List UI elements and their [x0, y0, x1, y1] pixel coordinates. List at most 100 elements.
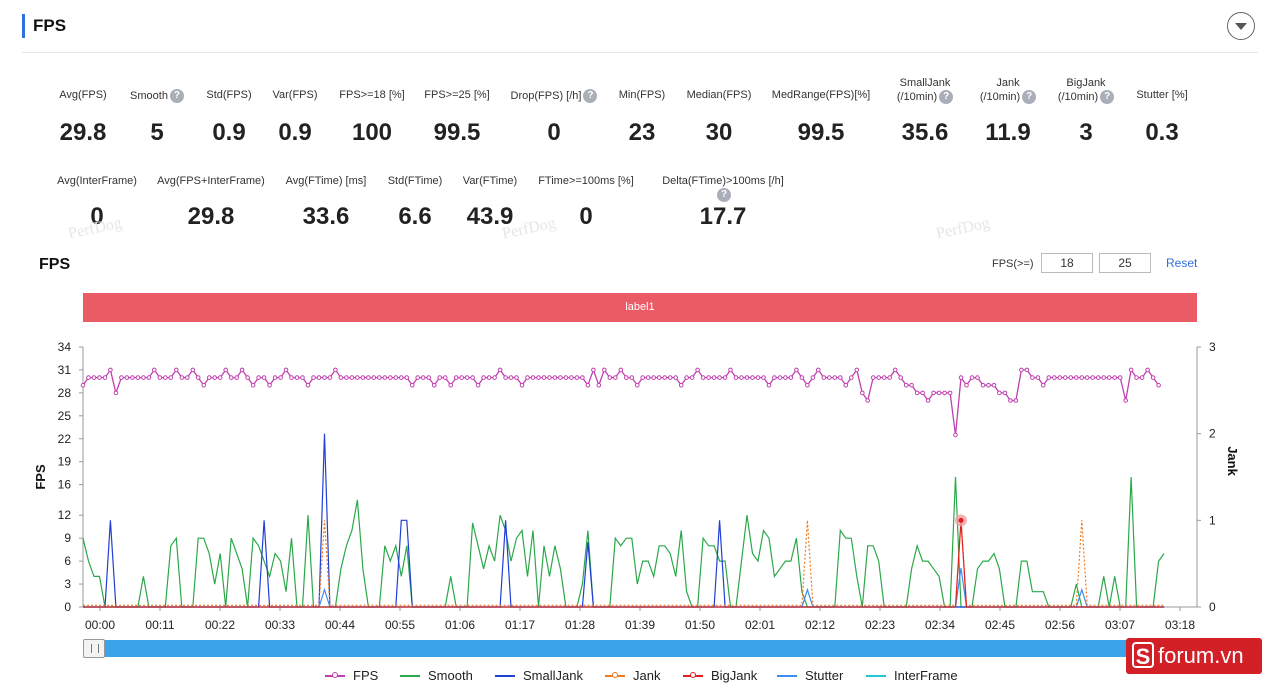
- slider-handle[interactable]: [83, 639, 105, 658]
- y2-tick-label: 1: [1209, 513, 1216, 527]
- fps-point: [613, 375, 618, 380]
- fps-threshold-input-2[interactable]: 25: [1099, 253, 1151, 273]
- fps-point: [382, 375, 388, 380]
- stat-item: Median(FPS) 30: [654, 77, 784, 155]
- fps-point: [278, 375, 283, 380]
- stat-value: 0: [579, 203, 593, 230]
- x-tick-label: 02:23: [865, 618, 895, 632]
- series-line-jank: [83, 520, 1165, 606]
- stat-label-line1: SmallJank: [899, 77, 951, 89]
- stat-label-text: FPS>=18 [%]: [339, 89, 405, 101]
- fps-point: [689, 375, 695, 380]
- fps-point: [596, 382, 602, 388]
- timeline-slider[interactable]: [83, 640, 1197, 657]
- fps-point: [497, 367, 503, 373]
- fps-point: [283, 367, 289, 373]
- fps-threshold-input-1[interactable]: 18: [1041, 253, 1093, 273]
- fps-point: [1117, 375, 1123, 380]
- fps-point: [766, 382, 772, 388]
- fps-point: [536, 375, 541, 380]
- help-icon[interactable]: ?: [1022, 90, 1037, 104]
- stat-value: 99.5: [433, 119, 481, 146]
- stat-label-text: Var(FPS): [272, 89, 318, 101]
- stat-label-line2: (/10min)?: [860, 90, 990, 104]
- fps-point: [958, 375, 964, 380]
- series-line-smalljank: [83, 433, 1165, 608]
- stat-label: Avg(FPS+InterFrame): [146, 175, 276, 188]
- fps-point: [1139, 375, 1145, 380]
- fps-point: [157, 375, 163, 380]
- fps-point: [190, 367, 196, 373]
- help-icon[interactable]: ?: [1100, 90, 1115, 104]
- fps-point: [552, 375, 558, 380]
- fps-point: [152, 367, 157, 373]
- fps-point: [936, 390, 942, 396]
- stat-label: Avg(InterFrame): [32, 175, 162, 188]
- fps-point: [602, 367, 607, 373]
- fps-point: [695, 367, 700, 373]
- help-icon[interactable]: ?: [939, 90, 954, 104]
- label-bar[interactable]: label1: [83, 293, 1197, 322]
- series-line-fps: [82, 367, 1160, 435]
- legend-swatch: [866, 675, 886, 677]
- fps-point: [1024, 367, 1030, 373]
- panel-header: FPS: [22, 14, 66, 38]
- legend-label: InterFrame: [894, 668, 958, 683]
- fps-point: [344, 375, 349, 380]
- x-tick-label: 00:33: [265, 618, 295, 632]
- stat-value: 0.9: [278, 119, 312, 146]
- stat-label-text: Std(FTime): [387, 175, 443, 187]
- fps-point: [761, 375, 766, 380]
- collapse-chevron-icon[interactable]: [1227, 12, 1255, 40]
- fps-point: [700, 375, 706, 380]
- stat-label: FPS>=18 [%]: [307, 89, 437, 102]
- x-tick-label: 01:28: [565, 618, 595, 632]
- fps-point: [1052, 375, 1057, 380]
- fps-point: [431, 382, 437, 388]
- fps-point: [97, 375, 102, 380]
- y2-tick-label: 0: [1209, 600, 1216, 614]
- stat-label: BigJank (/10min)?: [1021, 77, 1151, 104]
- stat-label-unit: (/10min): [979, 90, 1021, 103]
- fps-point: [519, 382, 525, 388]
- stat-value: 33.6: [302, 203, 350, 230]
- chart-title: FPS: [39, 256, 71, 273]
- stat-label: MedRange(FPS)[%]: [756, 89, 886, 102]
- y-tick-label: 25: [58, 409, 72, 423]
- x-tick-label: 02:12: [805, 618, 835, 632]
- bigjank-point: [958, 517, 964, 523]
- legend-label: Stutter: [805, 668, 844, 683]
- fps-point: [1145, 367, 1150, 373]
- fps-point: [607, 375, 613, 380]
- stat-value: 29.8: [187, 203, 235, 230]
- stat-label: Jank (/10min)?: [943, 77, 1073, 104]
- fps-point: [651, 375, 657, 380]
- stat-item: Avg(InterFrame) 0: [32, 163, 162, 239]
- x-tick-label: 02:34: [925, 618, 955, 632]
- fps-point: [1128, 367, 1134, 373]
- fps-point: [201, 382, 206, 388]
- stat-item: MedRange(FPS)[%] 99.5: [756, 77, 886, 155]
- stat-label: Drop(FPS) [/h]?: [489, 89, 619, 103]
- help-icon[interactable]: ?: [169, 89, 184, 103]
- fps-point: [640, 375, 646, 380]
- fps-point: [662, 375, 668, 380]
- fps-point: [305, 382, 311, 388]
- stat-label-text: Std(FPS): [206, 89, 252, 101]
- fps-point: [580, 375, 585, 380]
- panel-title: FPS: [33, 16, 67, 35]
- help-icon[interactable]: ?: [717, 188, 731, 202]
- fps-point: [728, 367, 733, 373]
- fps-point: [805, 382, 810, 388]
- x-tick-label: 03:18: [1165, 618, 1195, 632]
- stat-label-text: Avg(InterFrame): [57, 175, 137, 187]
- help-icon[interactable]: ?: [583, 89, 598, 103]
- reset-link[interactable]: Reset: [1166, 256, 1198, 270]
- x-tick-label: 00:44: [325, 618, 355, 632]
- stat-label: Std(FPS): [164, 89, 294, 102]
- fps-point: [80, 382, 86, 388]
- stat-label: Avg(FPS): [18, 89, 148, 102]
- fps-point: [453, 375, 459, 380]
- fps-point: [1019, 367, 1024, 373]
